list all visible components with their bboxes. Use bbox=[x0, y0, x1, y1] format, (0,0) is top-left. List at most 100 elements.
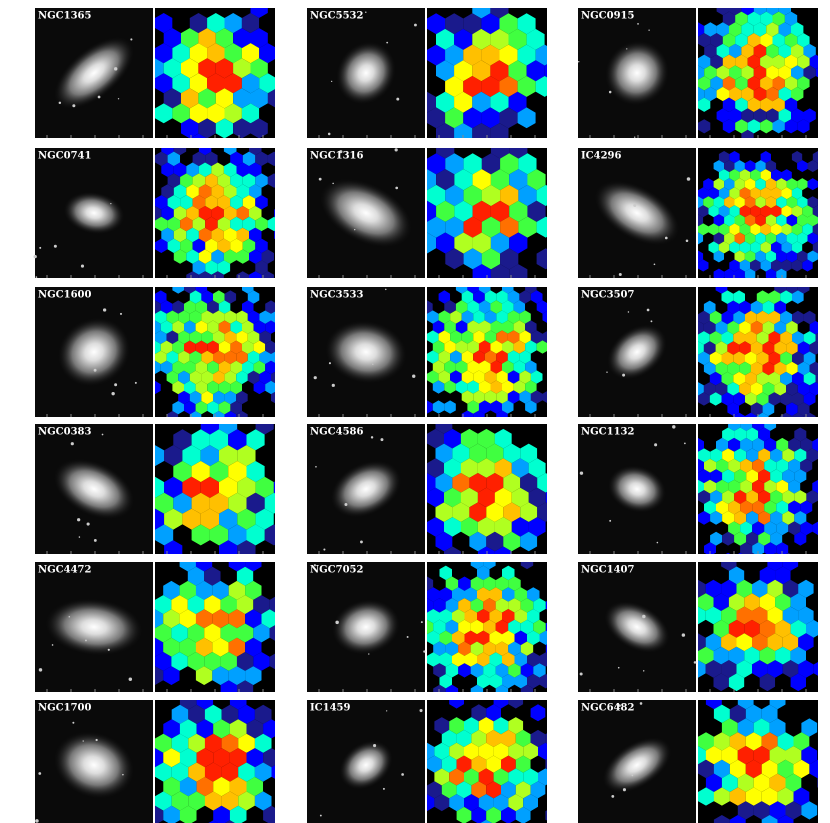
voronoi-bin bbox=[452, 609, 465, 624]
voronoi-bin bbox=[729, 815, 746, 823]
voronoi-bin bbox=[444, 340, 456, 354]
voronoi-bin bbox=[776, 437, 789, 452]
star bbox=[419, 709, 423, 713]
voronoi-bin bbox=[155, 445, 165, 467]
voronoi-bin bbox=[484, 410, 497, 417]
voronoi-bin bbox=[812, 438, 818, 452]
voronoi-bin bbox=[274, 209, 275, 218]
voronoi-bin bbox=[478, 300, 491, 314]
voronoi-bin bbox=[723, 0, 736, 4]
voronoi-bin bbox=[215, 88, 234, 109]
voronoi-bin bbox=[471, 781, 487, 799]
voronoi-bin bbox=[155, 776, 164, 797]
voronoi-bin bbox=[155, 330, 167, 344]
voronoi-bin bbox=[155, 609, 164, 629]
voronoi-bin bbox=[716, 479, 729, 494]
voronoi-bin bbox=[785, 746, 802, 765]
voronoi-bin bbox=[218, 340, 231, 354]
star bbox=[315, 465, 317, 468]
voronoi-bin bbox=[777, 815, 794, 823]
voronoi-bin bbox=[486, 729, 501, 747]
voronoi-bin bbox=[528, 546, 546, 554]
voronoi-bin bbox=[746, 490, 759, 504]
voronoi-bin bbox=[710, 119, 723, 134]
voronoi-bin bbox=[815, 110, 818, 121]
voronoi-bin bbox=[187, 595, 205, 615]
voronoi-bin bbox=[427, 410, 439, 417]
voronoi-bin bbox=[223, 271, 237, 278]
voronoi-bin bbox=[698, 250, 704, 263]
voronoi-bin bbox=[461, 330, 474, 344]
kinematic-map bbox=[698, 148, 830, 290]
voronoi-bin bbox=[519, 390, 531, 404]
voronoi-bin bbox=[791, 86, 804, 102]
voronoi-bin bbox=[238, 762, 255, 782]
voronoi-bin bbox=[261, 666, 275, 686]
voronoi-bin bbox=[752, 606, 768, 625]
voronoi-bin bbox=[782, 606, 799, 625]
voronoi-bin bbox=[471, 806, 487, 823]
voronoi-bin bbox=[708, 241, 719, 254]
voronoi-bin bbox=[703, 320, 716, 335]
voronoi-bin bbox=[786, 232, 798, 245]
voronoi-bin bbox=[155, 748, 164, 768]
voronoi-bin bbox=[776, 250, 787, 263]
voronoi-bin bbox=[536, 184, 547, 207]
voronoi-bin bbox=[709, 412, 722, 417]
voronoi-bin bbox=[823, 278, 830, 290]
voronoi-bin bbox=[253, 623, 270, 643]
voronoi-bin bbox=[554, 76, 572, 97]
voronoi-bin bbox=[813, 662, 818, 676]
voronoi-bin bbox=[716, 437, 729, 452]
voronoi-bin bbox=[452, 587, 465, 602]
voronoi-bin bbox=[710, 531, 723, 546]
galaxy-name: NGC1316 bbox=[310, 150, 364, 161]
voronoi-bin bbox=[160, 360, 173, 375]
panel: NGC4586 bbox=[307, 424, 547, 554]
voronoi-bin bbox=[698, 205, 709, 218]
voronoi-bin bbox=[189, 350, 202, 365]
voronoi-bin bbox=[704, 542, 717, 554]
voronoi-bin bbox=[502, 400, 514, 414]
voronoi-bin bbox=[164, 445, 183, 467]
voronoi-bin bbox=[432, 300, 445, 314]
voronoi-bin bbox=[545, 521, 547, 533]
voronoi-bin bbox=[553, 717, 568, 734]
voronoi-bin bbox=[536, 360, 547, 374]
voronoi-bin bbox=[716, 521, 729, 536]
voronoi-bin bbox=[729, 86, 742, 102]
voronoi-bin bbox=[713, 196, 725, 209]
voronoi-bin bbox=[463, 44, 482, 66]
voronoi-bin bbox=[427, 300, 433, 314]
voronoi-bin bbox=[817, 199, 818, 206]
voronoi-bin bbox=[167, 260, 181, 275]
voronoi-bin bbox=[192, 173, 206, 188]
voronoi-bin bbox=[155, 13, 173, 34]
voronoi-bin bbox=[698, 108, 705, 123]
voronoi-bin bbox=[698, 732, 714, 751]
voronoi-bin bbox=[545, 622, 547, 632]
voronoi-bin bbox=[797, 341, 810, 355]
voronoi-bin bbox=[249, 249, 262, 264]
voronoi-bin bbox=[710, 490, 723, 504]
voronoi-bin bbox=[708, 259, 719, 272]
star bbox=[111, 391, 115, 396]
voronoi-bin bbox=[733, 351, 745, 366]
voronoi-bin bbox=[187, 623, 205, 643]
voronoi-bin bbox=[772, 33, 785, 48]
voronoi-bin bbox=[441, 806, 457, 823]
voronoi-bin bbox=[238, 733, 255, 753]
voronoi-bin bbox=[772, 11, 785, 26]
voronoi-bin bbox=[175, 820, 185, 823]
voronoi-bin bbox=[155, 719, 164, 739]
kinematic-map bbox=[155, 0, 275, 138]
voronoi-bin bbox=[794, 427, 807, 442]
voronoi-bin bbox=[242, 0, 259, 3]
voronoi-bin bbox=[817, 271, 818, 278]
voronoi-bin bbox=[215, 28, 234, 49]
voronoi-bin bbox=[530, 729, 546, 747]
voronoi-bin bbox=[810, 552, 815, 554]
voronoi-bin bbox=[519, 310, 531, 324]
voronoi-bin bbox=[250, 28, 268, 49]
voronoi-bin bbox=[809, 361, 818, 376]
